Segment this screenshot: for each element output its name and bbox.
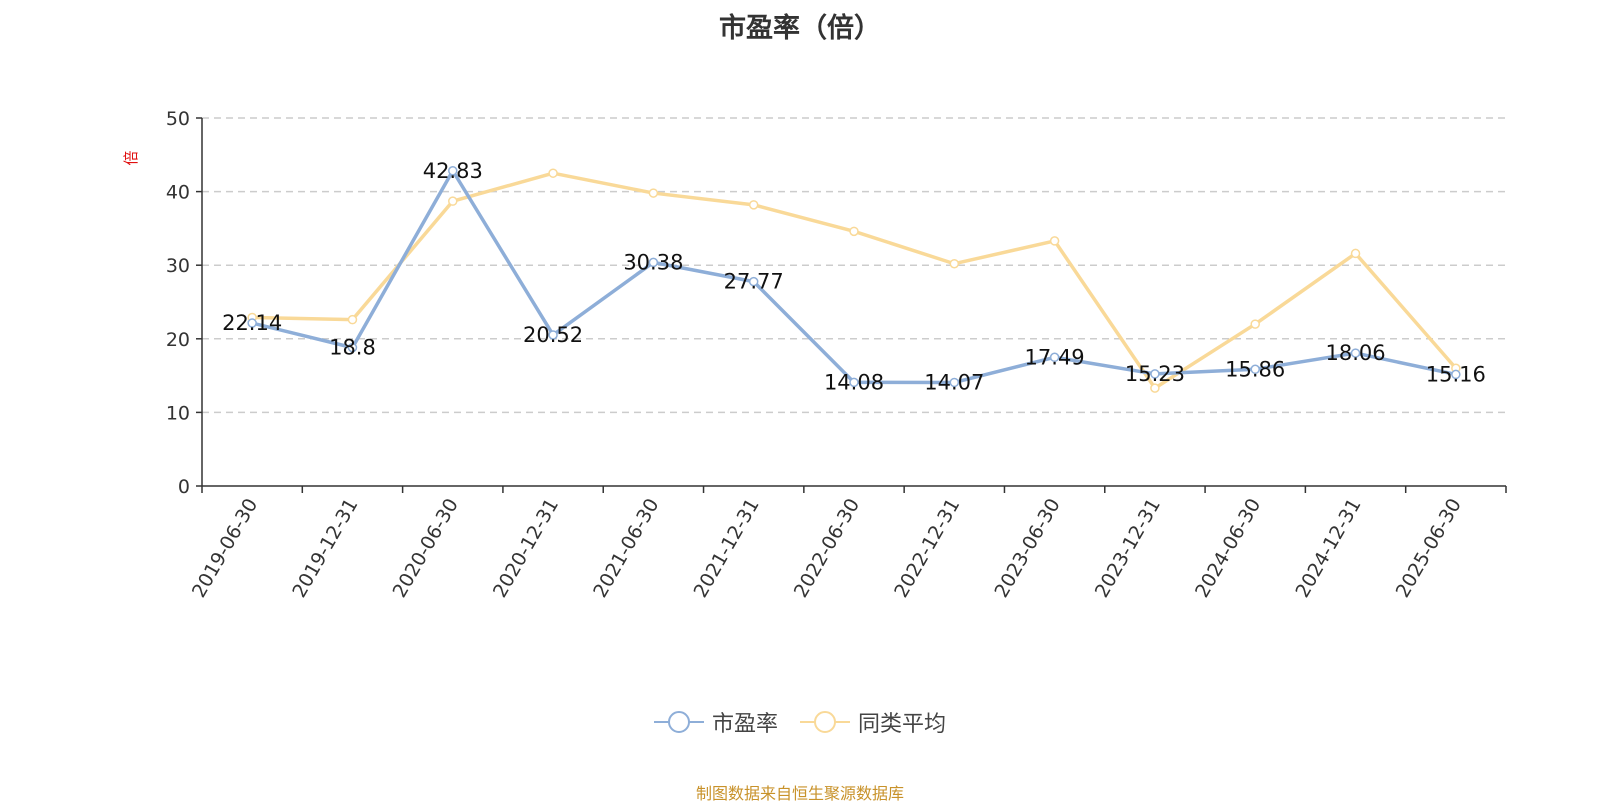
data-point xyxy=(849,377,859,388)
legend: 市盈率 同类平均 xyxy=(0,706,1600,738)
data-point xyxy=(1451,369,1461,380)
data-point xyxy=(548,168,558,178)
data-point xyxy=(347,314,358,325)
data-point xyxy=(1350,248,1361,259)
data-point xyxy=(748,200,759,210)
data-point xyxy=(949,377,960,388)
legend-label-peer-average: 同类平均 xyxy=(858,712,947,737)
legend-swatch-pe-icon xyxy=(653,711,704,733)
data-label: 14.08 xyxy=(824,370,884,394)
data-label: 15.86 xyxy=(1225,357,1285,381)
y-tick-label: 10 xyxy=(166,402,190,424)
data-point xyxy=(1150,369,1160,379)
x-tick-label: 2021-06-30 xyxy=(589,495,663,602)
legend-item-peer-average[interactable]: 同类平均 xyxy=(800,706,946,738)
series-line xyxy=(251,169,1457,385)
y-tick-label: 0 xyxy=(178,476,190,498)
data-label: 42.83 xyxy=(423,159,483,183)
legend-item-pe[interactable]: 市盈率 xyxy=(653,706,778,738)
y-unit-label: 倍 xyxy=(122,150,140,165)
data-point xyxy=(648,188,659,198)
y-tick-label: 30 xyxy=(166,255,190,277)
y-tick-label: 50 xyxy=(166,108,190,130)
data-point xyxy=(949,258,960,269)
data-label: 27.77 xyxy=(724,270,784,294)
data-label: 30.38 xyxy=(623,250,683,274)
legend-swatch-avg-icon xyxy=(800,711,850,733)
x-tick-label: 2020-12-31 xyxy=(489,495,563,602)
data-point xyxy=(748,276,759,287)
data-point xyxy=(1049,236,1060,246)
data-point xyxy=(1250,319,1260,329)
data-label-layer: 22.14 18.8 42.83 20.52 30.38 27.77 14.08 14.07 1… xyxy=(222,159,1486,395)
data-point xyxy=(448,196,458,206)
x-tick-label: 2019-12-31 xyxy=(288,495,362,602)
data-point xyxy=(1049,352,1060,363)
source-note: 制图数据来自恒生聚源数据库 xyxy=(695,784,904,803)
x-tick-label: 2025-06-30 xyxy=(1392,495,1466,602)
data-label: 20.52 xyxy=(523,323,583,347)
data-point xyxy=(347,342,358,353)
series-layer xyxy=(247,166,1461,393)
x-tick-label: 2023-06-30 xyxy=(990,495,1064,602)
data-label: 18.8 xyxy=(329,336,376,360)
grid-layer xyxy=(202,117,1506,414)
data-point xyxy=(548,330,558,340)
data-point xyxy=(1250,364,1260,375)
data-label: 22.14 xyxy=(222,311,282,335)
data-label: 14.07 xyxy=(924,370,984,394)
data-label: 15.23 xyxy=(1125,362,1185,386)
y-tick-label: 20 xyxy=(166,329,190,351)
legend-label-pe: 市盈率 xyxy=(711,712,778,737)
x-tick-label: 2022-06-30 xyxy=(790,495,864,602)
data-point xyxy=(247,318,257,328)
x-tick-label: 2020-06-30 xyxy=(389,495,463,602)
data-label: 15.16 xyxy=(1426,362,1486,386)
x-tick-label: 2021-12-31 xyxy=(690,495,764,602)
x-tick-label: 2022-12-31 xyxy=(890,495,964,602)
data-point xyxy=(448,166,458,176)
data-point xyxy=(849,226,859,237)
x-tick-label: 2019-06-30 xyxy=(188,495,262,602)
legend-marker xyxy=(667,711,690,733)
data-point xyxy=(1350,348,1361,358)
chart-title: 市盈率（倍） xyxy=(719,13,881,44)
y-tick-label: 40 xyxy=(166,182,190,204)
data-label: 18.06 xyxy=(1325,341,1385,365)
legend-marker xyxy=(814,711,836,733)
x-tick-label: 2023-12-31 xyxy=(1091,495,1165,602)
x-tick-label: 2024-06-30 xyxy=(1191,495,1265,602)
x-tick-label: 2024-12-31 xyxy=(1291,495,1365,602)
data-point xyxy=(1150,383,1160,393)
data-point xyxy=(648,257,659,268)
data-label: 17.49 xyxy=(1025,345,1085,369)
